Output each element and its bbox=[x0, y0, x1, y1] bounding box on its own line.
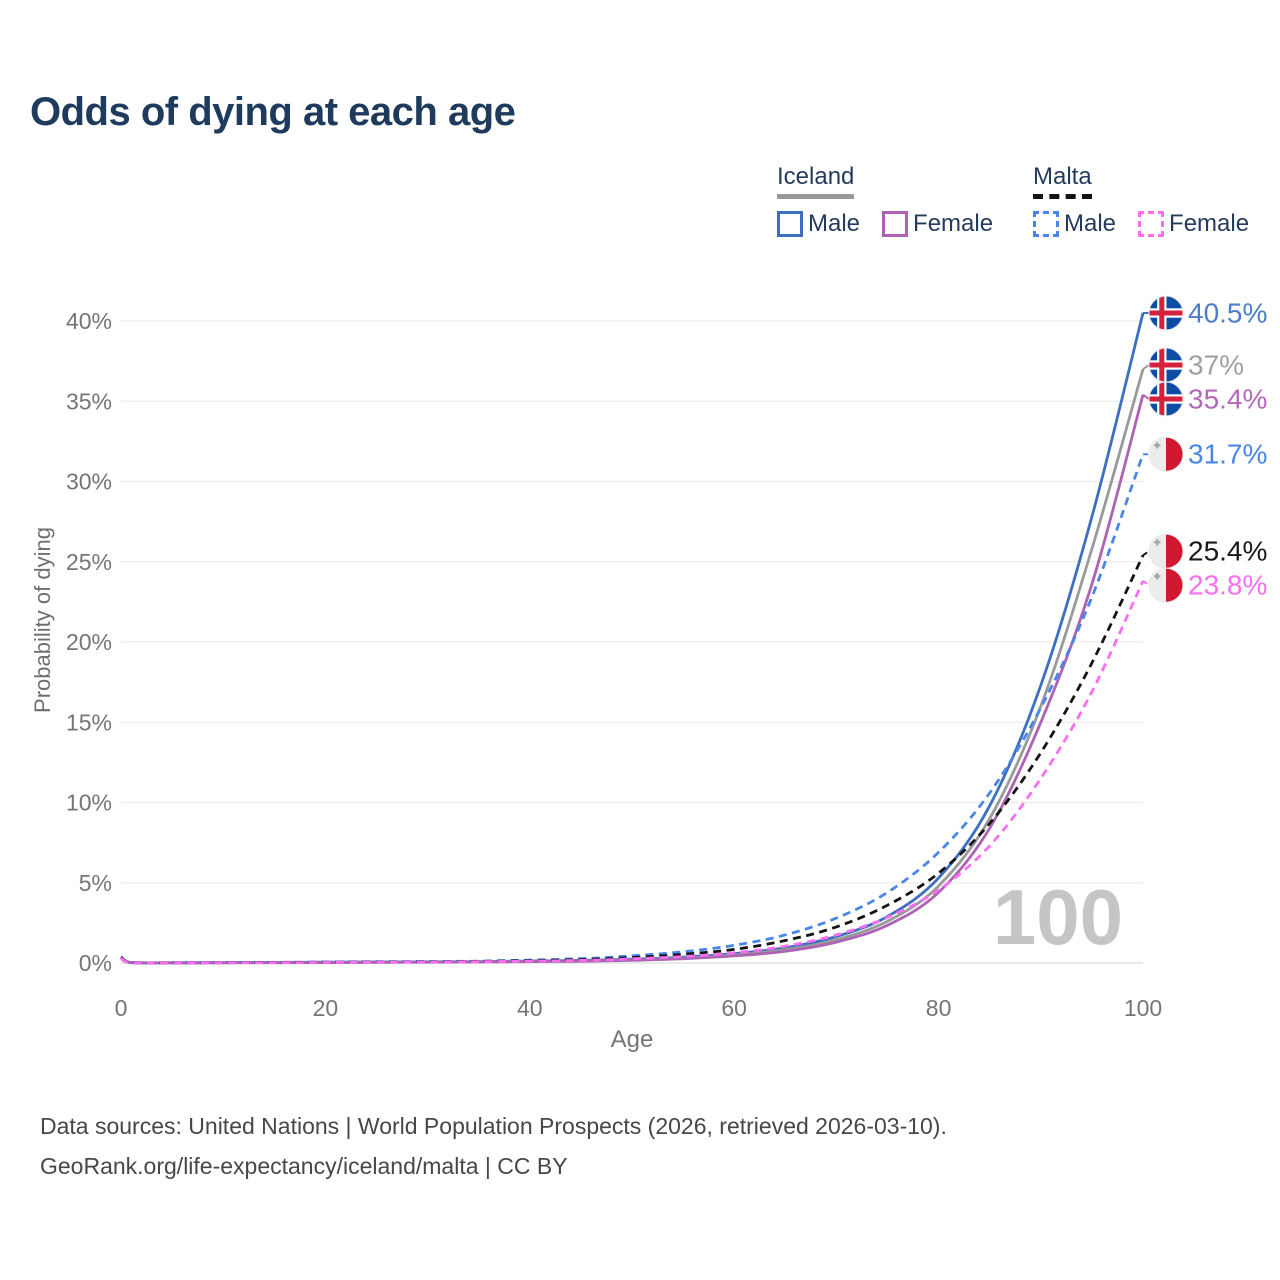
series-line-iceland-both-sexes[interactable] bbox=[120, 368, 1145, 965]
page-title: Odds of dying at each age bbox=[30, 90, 516, 134]
y-tick-label: 0% bbox=[79, 950, 112, 976]
iceland-female-swatch bbox=[882, 211, 909, 237]
legend-item-label: Female bbox=[1169, 210, 1250, 237]
end-value-label-iceland-male: 40.5% bbox=[1188, 297, 1267, 328]
series-line-malta-male[interactable] bbox=[120, 453, 1145, 965]
hover-age-watermark: 100 bbox=[993, 873, 1123, 961]
legend-header-iceland[interactable]: Iceland bbox=[777, 163, 855, 199]
legend-item-malta-female[interactable]: Female bbox=[1138, 210, 1249, 238]
y-tick-label: 30% bbox=[66, 469, 112, 495]
malta-female-swatch bbox=[1138, 211, 1165, 237]
end-value-label-malta-male: 31.7% bbox=[1188, 439, 1267, 470]
data-sources-footer: Data sources: United Nations | World Pop… bbox=[40, 1106, 947, 1186]
legend-item-label: Female bbox=[913, 210, 994, 237]
legend-group-malta: Malta Male Female bbox=[1033, 163, 1271, 238]
legend-item-malta-male[interactable]: Male bbox=[1033, 210, 1116, 238]
end-value-label-iceland-female: 35.4% bbox=[1188, 383, 1267, 414]
series-line-malta-both-sexes[interactable] bbox=[120, 554, 1145, 965]
iceland-male-swatch bbox=[777, 211, 803, 237]
series-line-iceland-female[interactable] bbox=[120, 394, 1145, 965]
iceland-flag-icon bbox=[1148, 295, 1184, 331]
legend-item-iceland-male[interactable]: Male bbox=[777, 210, 860, 238]
malta-male-swatch bbox=[1033, 211, 1059, 237]
iceland-flag-icon bbox=[1148, 347, 1184, 383]
legend-item-label: Male bbox=[1064, 210, 1117, 237]
line-chart-plot[interactable]: 0% 5% 10% 15% 20% 25% 30% 35% 40% 0 20 40 60 80 100 100… bbox=[0, 0, 1280, 1080]
y-tick-label: 5% bbox=[79, 870, 112, 896]
x-axis-title: Age bbox=[610, 1026, 654, 1053]
y-tick-label: 20% bbox=[66, 629, 112, 655]
x-tick-label: 0 bbox=[115, 995, 128, 1021]
legend-group-iceland: Iceland Male Female bbox=[777, 163, 1015, 238]
y-tick-label: 35% bbox=[66, 388, 112, 414]
y-tick-label: 25% bbox=[66, 549, 112, 575]
footer-line-2: GeoRank.org/life-expectancy/iceland/malt… bbox=[40, 1153, 568, 1179]
x-tick-label: 60 bbox=[721, 995, 747, 1021]
footer-line-1: Data sources: United Nations | World Pop… bbox=[40, 1113, 947, 1139]
y-tick-label: 40% bbox=[66, 308, 112, 334]
iceland-flag-icon bbox=[1148, 381, 1184, 417]
y-tick-label: 15% bbox=[66, 709, 112, 735]
malta-flag-icon bbox=[1148, 567, 1184, 603]
x-tick-label: 40 bbox=[517, 995, 543, 1021]
end-value-label-malta-female: 23.8% bbox=[1188, 570, 1267, 601]
malta-flag-icon bbox=[1148, 436, 1184, 472]
x-tick-label: 80 bbox=[926, 995, 952, 1021]
series-line-malta-female[interactable] bbox=[120, 580, 1145, 965]
legend-item-label: Male bbox=[808, 210, 861, 237]
series-line-iceland-male[interactable] bbox=[120, 312, 1145, 965]
end-value-label-iceland-both-sexes: 37% bbox=[1188, 349, 1244, 380]
x-tick-label: 20 bbox=[313, 995, 339, 1021]
x-tick-label: 100 bbox=[1124, 995, 1162, 1021]
legend-header-malta[interactable]: Malta bbox=[1033, 163, 1092, 199]
malta-flag-icon bbox=[1148, 533, 1184, 569]
legend-item-iceland-female[interactable]: Female bbox=[882, 210, 993, 238]
end-value-label-malta-both-sexes: 25.4% bbox=[1188, 536, 1267, 567]
y-tick-label: 10% bbox=[66, 790, 112, 816]
